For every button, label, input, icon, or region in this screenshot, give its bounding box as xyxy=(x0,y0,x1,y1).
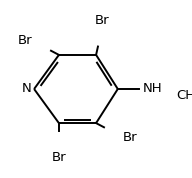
Text: N: N xyxy=(22,82,32,96)
Text: Br: Br xyxy=(95,14,110,27)
Text: Br: Br xyxy=(122,130,137,143)
Text: Br: Br xyxy=(52,151,66,164)
Text: Br: Br xyxy=(18,35,33,48)
Text: NH: NH xyxy=(143,82,162,96)
Text: CH₃: CH₃ xyxy=(176,89,192,102)
